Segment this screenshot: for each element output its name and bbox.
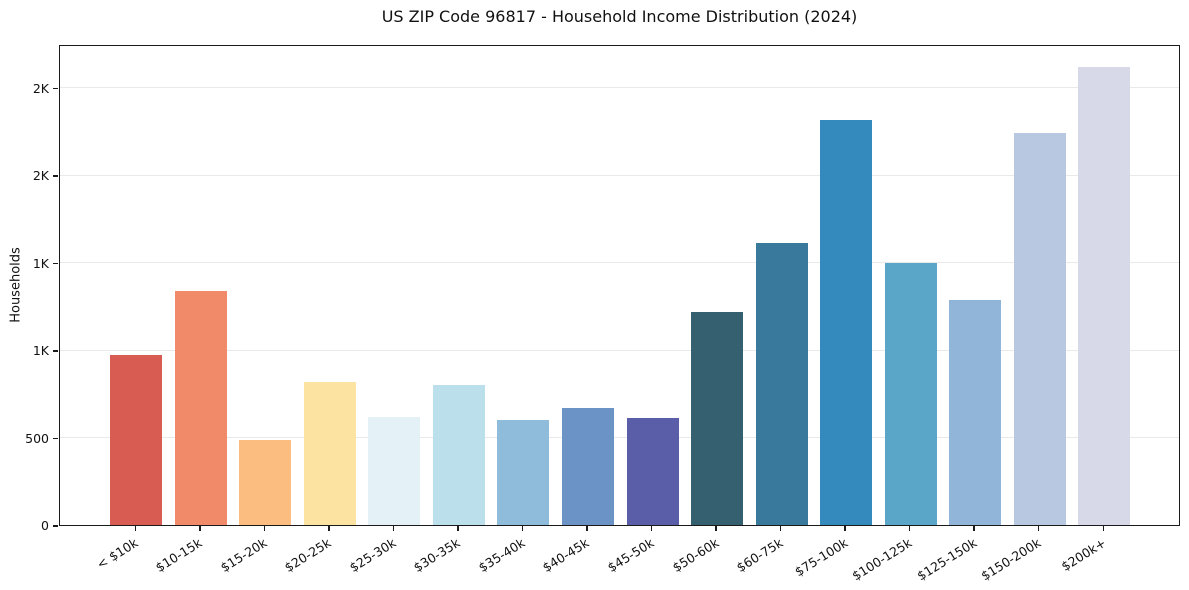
- x-tick-mark: [973, 526, 975, 531]
- bar-$60-75k: [755, 243, 808, 525]
- bar-$15-20k: [239, 440, 292, 525]
- bar-$35-40k: [497, 419, 550, 525]
- x-tick-label-text: $125-150k: [914, 535, 980, 584]
- y-tick-mark: [53, 88, 58, 90]
- x-tick-mark: [1038, 526, 1040, 531]
- bar-$30-35k: [432, 384, 485, 525]
- x-tick-mark: [779, 526, 782, 531]
- y-tick-label: 2K: [32, 168, 49, 184]
- bar-< $10k: [110, 355, 163, 525]
- bar-$45-50k: [626, 418, 679, 525]
- x-tick-label-text: < $10k: [93, 535, 141, 572]
- x-tick-label-text: $30-35k: [411, 535, 463, 576]
- x-tick-mark: [715, 526, 717, 531]
- x-tick-label-text: $200k+: [1058, 535, 1109, 574]
- x-tick-mark: [586, 526, 588, 531]
- x-tick-label-text: $75-100k: [791, 535, 851, 580]
- y-tick-label: 0: [41, 518, 49, 533]
- bar-$20-25k: [303, 382, 356, 525]
- bar-$200k+: [1078, 67, 1131, 525]
- x-tick-label-text: $10-15k: [153, 535, 205, 576]
- bar-$125-150k: [949, 300, 1002, 525]
- bar-$75-100k: [820, 119, 873, 525]
- bar-$40-45k: [562, 408, 614, 525]
- bar-$25-30k: [368, 416, 421, 525]
- y-tick-label: 1K: [32, 255, 49, 271]
- x-tick-mark: [650, 526, 653, 531]
- y-tick-mark: [53, 350, 58, 352]
- gridline: [60, 262, 1179, 264]
- y-tick-mark: [53, 262, 58, 265]
- y-tick-label: 1K: [32, 343, 49, 359]
- x-tick-label-text: $100-125k: [849, 535, 915, 584]
- bar-$10-15k: [174, 290, 227, 525]
- x-tick-label-text: $25-30k: [346, 535, 399, 576]
- bar-$150-200k: [1013, 133, 1066, 525]
- y-tick-mark: [53, 437, 58, 440]
- gridline: [60, 349, 1179, 351]
- chart-title: US ZIP Code 96817 - Household Income Dis…: [381, 7, 858, 26]
- x-tick-label-text: $150-200k: [978, 535, 1044, 584]
- x-tick-label-text: $40-45k: [540, 535, 592, 576]
- gridline: [60, 437, 1179, 439]
- x-tick-mark: [134, 526, 136, 531]
- x-tick-label-text: $15-20k: [217, 535, 270, 576]
- x-tick-mark: [908, 526, 911, 531]
- bar-$50-60k: [691, 312, 744, 525]
- x-tick-mark: [521, 526, 524, 531]
- x-tick-mark: [392, 526, 395, 531]
- gridline: [60, 87, 1179, 89]
- x-tick-mark: [199, 526, 201, 531]
- y-tick-label: 500: [25, 430, 49, 446]
- y-tick-mark: [53, 175, 58, 177]
- x-tick-mark: [328, 526, 330, 531]
- gridline: [60, 174, 1179, 176]
- x-tick-mark: [263, 526, 266, 531]
- y-tick-mark: [53, 525, 58, 527]
- plot-area: [59, 45, 1180, 526]
- x-tick-label-text: $50-60k: [669, 535, 722, 576]
- x-tick-mark: [457, 526, 459, 531]
- x-tick-label-text: $20-25k: [282, 535, 334, 576]
- bar-$100-125k: [884, 263, 937, 525]
- x-tick-mark: [1102, 526, 1104, 531]
- x-tick-label-text: $35-40k: [475, 535, 528, 576]
- x-tick-label-text: $60-75k: [733, 535, 786, 576]
- x-tick-mark: [844, 526, 846, 531]
- y-tick-label: 2K: [32, 80, 49, 96]
- x-tick-label-text: $45-50k: [604, 535, 657, 576]
